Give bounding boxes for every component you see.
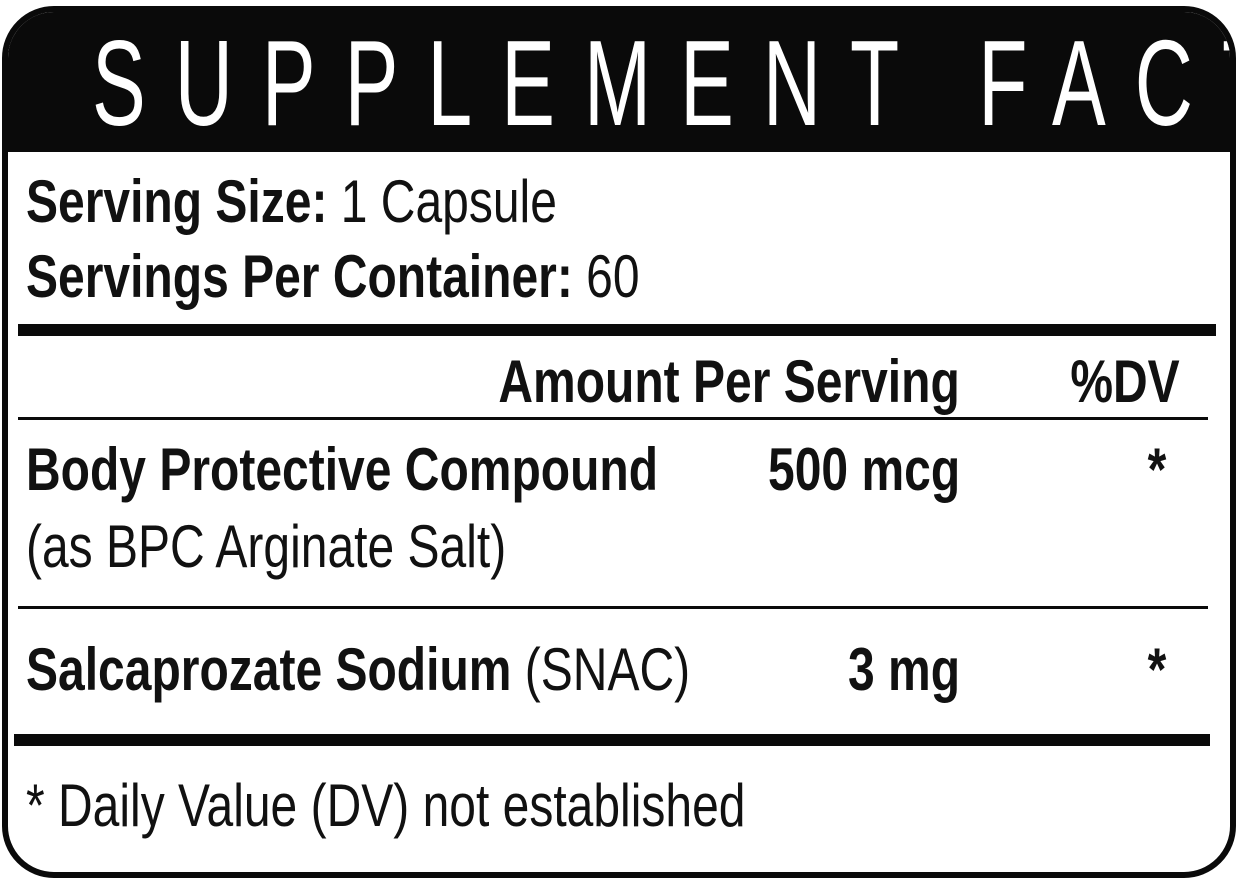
servings-per-container-label: Servings Per Container:: [26, 243, 573, 310]
serving-size-label: Serving Size:: [26, 168, 328, 235]
servings-per-container: Servings Per Container: 60: [26, 245, 640, 309]
ingredient-detail: (SNAC): [524, 636, 691, 703]
ingredient-dv: *: [1147, 436, 1166, 503]
ingredient-dv: *: [1147, 636, 1166, 703]
thin-divider: [18, 417, 1208, 420]
serving-size: Serving Size: 1 Capsule: [26, 170, 557, 234]
thin-divider: [18, 606, 1208, 609]
amount-per-serving-header: Amount Per Serving: [498, 348, 960, 415]
footnote: * Daily Value (DV) not established: [26, 772, 746, 839]
ingredient-amount: 500 mcg: [767, 436, 960, 503]
dv-header: %DV: [1070, 348, 1180, 415]
ingredient-name: Salcaprozate Sodium: [26, 636, 512, 703]
serving-size-value: 1 Capsule: [340, 168, 557, 235]
panel-title: SUPPLEMENT FACTS: [92, 15, 1230, 151]
thick-divider: [18, 324, 1216, 336]
ingredient-amount: 3 mg: [847, 636, 960, 703]
ingredient-detail: (as BPC Arginate Salt): [26, 513, 507, 580]
title-bar: SUPPLEMENT FACTS: [8, 12, 1230, 152]
supplement-facts-panel: SUPPLEMENT FACTS Serving Size: 1 Capsule…: [2, 6, 1236, 878]
ingredient-row: Salcaprozate Sodium (SNAC): [26, 638, 690, 702]
thick-divider: [14, 734, 1210, 746]
servings-per-container-value: 60: [586, 243, 640, 310]
ingredient-name: Body Protective Compound: [26, 436, 659, 503]
